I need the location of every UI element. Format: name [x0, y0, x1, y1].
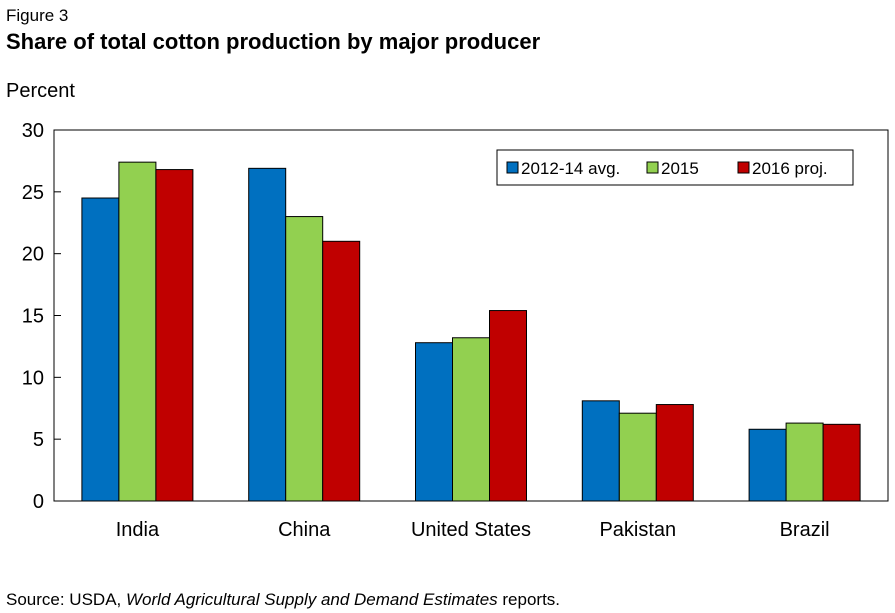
- y-axis-label: Percent: [6, 80, 75, 102]
- legend-swatch: [646, 161, 659, 174]
- bar: [155, 169, 194, 502]
- bars-group: [81, 161, 861, 502]
- legend-box: [496, 149, 854, 186]
- legend: 2012-14 avg. 2015 2016 proj.: [496, 149, 854, 186]
- y-tick-label: 15: [22, 306, 44, 328]
- bar: [322, 240, 361, 502]
- chart-title: Share of total cotton production by majo…: [6, 29, 541, 54]
- bar: [618, 412, 657, 502]
- source-suffix: reports.: [497, 590, 561, 609]
- bar: [81, 197, 120, 502]
- bar: [785, 422, 824, 502]
- y-tick-label: 30: [22, 120, 44, 142]
- bar: [248, 167, 287, 502]
- y-tick-label: 20: [22, 244, 44, 266]
- legend-swatch: [506, 161, 519, 174]
- plot-frame: [53, 129, 889, 502]
- y-tick-label: 25: [22, 182, 44, 204]
- legend-swatch: [737, 161, 750, 174]
- legend-label: 2012-14 avg.: [521, 159, 620, 178]
- source-prefix: Source: USDA,: [6, 590, 126, 609]
- source-report-title: World Agricultural Supply and Demand Est…: [126, 590, 498, 609]
- bar: [452, 337, 490, 502]
- x-tick-label: India: [116, 519, 160, 541]
- source-note: Source: USDA, World Agricultural Supply …: [6, 590, 560, 610]
- legend-label: 2015: [661, 159, 699, 178]
- bar: [655, 404, 694, 502]
- bar: [822, 423, 861, 502]
- y-axis-ticks: 0 5 10 15 20 25 30: [22, 120, 61, 513]
- bar: [415, 342, 453, 502]
- bar: [581, 400, 620, 502]
- x-tick-label: China: [278, 519, 331, 541]
- y-tick-label: 5: [33, 429, 44, 451]
- y-tick-label: 10: [22, 367, 44, 389]
- legend-label: 2016 proj.: [752, 159, 828, 178]
- bar: [285, 216, 324, 502]
- x-tick-label: United States: [411, 519, 531, 541]
- bar: [489, 310, 527, 502]
- figure-label: Figure 3: [6, 6, 69, 25]
- x-axis-ticks: India China United States Pakistan Brazil: [116, 519, 830, 541]
- bar: [118, 161, 157, 502]
- bar: [748, 428, 787, 502]
- y-tick-label: 0: [33, 491, 44, 513]
- x-tick-label: Pakistan: [599, 519, 676, 541]
- x-tick-label: Brazil: [780, 519, 830, 541]
